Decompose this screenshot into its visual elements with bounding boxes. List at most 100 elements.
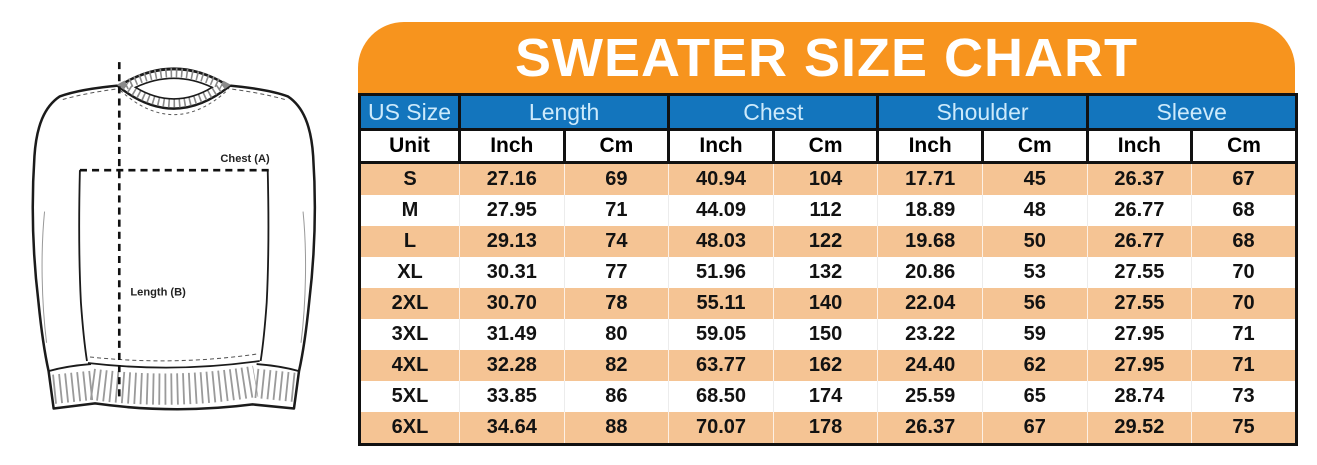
value-cell: 32.28 <box>459 350 565 381</box>
value-cell: 48 <box>981 195 1088 226</box>
value-cell: 65 <box>981 381 1088 412</box>
sweater-silhouette <box>31 67 317 411</box>
column-group-chest: Chest <box>667 93 880 131</box>
value-cell: 68.50 <box>668 381 774 412</box>
value-cell: 68 <box>1191 195 1297 226</box>
value-cell: 17.71 <box>877 162 983 195</box>
left-shoulder-stitch <box>62 87 123 100</box>
value-cell: 77 <box>563 257 669 288</box>
unit-cell: Inch <box>1085 128 1194 164</box>
value-cell: 27.55 <box>1086 288 1192 319</box>
value-cell: 23.22 <box>877 319 983 350</box>
value-cell: 71 <box>1191 350 1297 381</box>
table-row-xl: XL 30.31 77 51.96 132 20.86 53 27.55 70 <box>359 257 1297 288</box>
value-cell: 178 <box>772 412 878 445</box>
size-cell: XL <box>397 261 423 283</box>
value-cell: 51.96 <box>668 257 774 288</box>
table-row-5xl: 5XL 33.85 86 68.50 174 25.59 65 28.74 73 <box>359 381 1297 412</box>
size-cell: 3XL <box>391 323 429 345</box>
value-cell: 63.77 <box>668 350 774 381</box>
value-cell: 59 <box>981 319 1088 350</box>
value-cell: 74 <box>563 226 669 257</box>
unit-cell: Cm <box>980 128 1089 164</box>
value-cell: 174 <box>772 381 878 412</box>
chest-label: Chest (A) <box>220 153 270 165</box>
value-cell: 67 <box>981 412 1088 445</box>
table-row-l: L 29.13 74 48.03 122 19.68 50 26.77 68 <box>359 226 1297 257</box>
value-cell: 56 <box>981 288 1088 319</box>
value-cell: 26.77 <box>1086 226 1192 257</box>
value-cell: 132 <box>772 257 878 288</box>
value-cell: 27.16 <box>459 162 565 195</box>
value-cell: 33.85 <box>459 381 565 412</box>
collar-ribbing <box>116 68 231 108</box>
value-cell: 55.11 <box>668 288 774 319</box>
hem-ribbing <box>89 365 259 405</box>
value-cell: 140 <box>772 288 878 319</box>
unit-cell: Cm <box>562 128 671 164</box>
value-cell: 71 <box>563 195 669 226</box>
size-cell: 5XL <box>391 385 429 407</box>
unit-cell: Inch <box>876 128 984 164</box>
table-row-6xl: 6XL 34.64 88 70.07 178 26.37 67 29.52 75 <box>359 412 1297 445</box>
right-sleeve-inner-edge <box>259 170 270 362</box>
size-table: US Size Length Chest Shoulder Sleeve Unit Inc… <box>358 93 1298 446</box>
value-cell: 122 <box>772 226 878 257</box>
unit-cell: Unit <box>358 128 461 164</box>
value-cell: 24.40 <box>877 350 983 381</box>
size-cell: S <box>403 168 417 190</box>
value-cell: 62 <box>981 350 1088 381</box>
column-group-length: Length <box>457 93 671 131</box>
value-cell: 75 <box>1191 412 1297 445</box>
column-group-us-size: US Size <box>358 93 461 131</box>
left-cuff-top-edge <box>48 363 92 372</box>
table-row-2xl: 2XL 30.70 78 55.11 140 22.04 56 27.55 70 <box>359 288 1297 319</box>
value-cell: 71 <box>1191 319 1297 350</box>
value-cell: 48.03 <box>668 226 774 257</box>
right-shoulder-stitch <box>225 87 286 100</box>
value-cell: 82 <box>563 350 669 381</box>
value-cell: 29.52 <box>1086 412 1192 445</box>
value-cell: 53 <box>981 257 1088 288</box>
right-cuff-ribbing <box>253 368 296 402</box>
value-cell: 29.13 <box>459 226 565 257</box>
unit-cell: Cm <box>771 128 880 164</box>
hem-stitch-dashed <box>89 353 258 362</box>
value-cell: 70 <box>1191 288 1297 319</box>
value-cell: 27.95 <box>1086 319 1192 350</box>
value-cell: 40.94 <box>668 162 774 195</box>
value-cell: 73 <box>1191 381 1297 412</box>
unit-cell: Inch <box>667 128 775 164</box>
value-cell: 30.31 <box>459 257 565 288</box>
value-cell: 59.05 <box>668 319 774 350</box>
value-cell: 67 <box>1191 162 1297 195</box>
value-cell: 44.09 <box>668 195 774 226</box>
value-cell: 80 <box>563 319 669 350</box>
table-row-s: S 27.16 69 40.94 104 17.71 45 26.37 67 <box>359 162 1297 195</box>
value-cell: 20.86 <box>877 257 983 288</box>
table-row-4xl: 4XL 32.28 82 63.77 162 24.40 62 27.95 71 <box>359 350 1297 381</box>
collar-inner-opening <box>133 77 214 100</box>
value-cell: 31.49 <box>459 319 565 350</box>
value-cell: 34.64 <box>459 412 565 445</box>
length-label: Length (B) <box>130 286 186 298</box>
value-cell: 27.95 <box>1086 350 1192 381</box>
left-cuff-ribbing <box>52 370 95 404</box>
right-cuff-top-edge <box>256 363 300 372</box>
column-group-shoulder: Shoulder <box>876 93 1089 131</box>
value-cell: 25.59 <box>877 381 983 412</box>
table-row-3xl: 3XL 31.49 80 59.05 150 23.22 59 27.95 71 <box>359 319 1297 350</box>
value-cell: 26.77 <box>1086 195 1192 226</box>
left-sleeve-fold <box>41 211 48 343</box>
value-cell: 45 <box>981 162 1088 195</box>
table-row-m: M 27.95 71 44.09 112 18.89 48 26.77 68 <box>359 195 1297 226</box>
size-cell: L <box>403 230 417 252</box>
value-cell: 30.70 <box>459 288 565 319</box>
right-sleeve-fold <box>300 211 307 343</box>
size-chart-panel: SWEATER SIZE CHART US Size Length Chest Sho… <box>358 22 1298 446</box>
value-cell: 69 <box>563 162 669 195</box>
value-cell: 104 <box>772 162 878 195</box>
value-cell: 86 <box>563 381 669 412</box>
page-title: SWEATER SIZE CHART <box>515 27 1138 88</box>
